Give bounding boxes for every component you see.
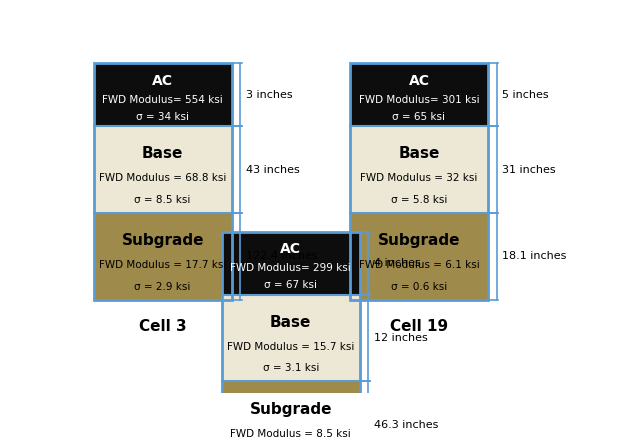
Text: FWD Modulus = 68.8 ksi: FWD Modulus = 68.8 ksi	[99, 173, 227, 183]
Bar	[94, 213, 232, 300]
Text: FWD Modulus = 15.7 ksi: FWD Modulus = 15.7 ksi	[227, 342, 354, 352]
Text: FWD Modulus= 299 ksi: FWD Modulus= 299 ksi	[230, 263, 351, 273]
Text: σ = 65 ksi: σ = 65 ksi	[392, 112, 446, 122]
Text: Cell 3: Cell 3	[139, 319, 187, 334]
Bar	[94, 63, 232, 300]
Bar	[94, 63, 232, 126]
Text: Base: Base	[142, 146, 183, 161]
Text: 31 inches: 31 inches	[502, 164, 556, 175]
Text: σ = 34 ksi: σ = 34 ksi	[136, 112, 189, 122]
Text: FWD Modulus= 301 ksi: FWD Modulus= 301 ksi	[359, 95, 479, 105]
Text: AC: AC	[152, 74, 173, 88]
Text: Subgrade: Subgrade	[250, 402, 332, 417]
Text: Cell 19: Cell 19	[390, 319, 448, 334]
Bar	[222, 381, 359, 442]
Bar	[350, 126, 488, 213]
Text: σ = 67 ksi: σ = 67 ksi	[265, 280, 317, 290]
Text: σ = 5.8 ksi: σ = 5.8 ksi	[391, 195, 447, 205]
Text: FWD Modulus = 8.5 ksi: FWD Modulus = 8.5 ksi	[230, 429, 351, 438]
Text: σ = 8.5 ksi: σ = 8.5 ksi	[134, 195, 191, 205]
Text: 12 inches: 12 inches	[374, 333, 428, 343]
Text: AC: AC	[280, 242, 301, 256]
Text: 43 inches: 43 inches	[246, 164, 300, 175]
Text: FWD Modulus = 17.7 ksi: FWD Modulus = 17.7 ksi	[99, 260, 227, 270]
Text: σ = 2.9 ksi: σ = 2.9 ksi	[134, 282, 191, 292]
Text: 5 inches: 5 inches	[502, 90, 549, 100]
Bar	[350, 63, 488, 126]
Bar	[350, 213, 488, 300]
Text: Base: Base	[270, 315, 311, 330]
Text: FWD Modulus = 6.1 ksi: FWD Modulus = 6.1 ksi	[359, 260, 479, 270]
Text: 46.3 inches: 46.3 inches	[374, 420, 439, 430]
Text: Base: Base	[398, 146, 440, 161]
Bar	[350, 63, 488, 300]
Text: 4 inches: 4 inches	[374, 258, 421, 268]
Text: 18.1 inches: 18.1 inches	[502, 251, 567, 261]
Text: AC: AC	[409, 74, 429, 88]
Text: FWD Modulus= 554 ksi: FWD Modulus= 554 ksi	[102, 95, 223, 105]
Text: 3 inches: 3 inches	[246, 90, 293, 100]
Bar	[94, 126, 232, 213]
Text: FWD Modulus = 32 ksi: FWD Modulus = 32 ksi	[360, 173, 477, 183]
Bar	[222, 232, 359, 442]
Text: Subgrade: Subgrade	[122, 233, 204, 248]
Text: σ = 3.1 ksi: σ = 3.1 ksi	[263, 363, 319, 373]
Bar	[222, 232, 359, 295]
Text: σ = 0.6 ksi: σ = 0.6 ksi	[391, 282, 447, 292]
Text: 122.4 inches: 122.4 inches	[246, 251, 318, 261]
Text: Subgrade: Subgrade	[378, 233, 460, 248]
Bar	[222, 295, 359, 381]
